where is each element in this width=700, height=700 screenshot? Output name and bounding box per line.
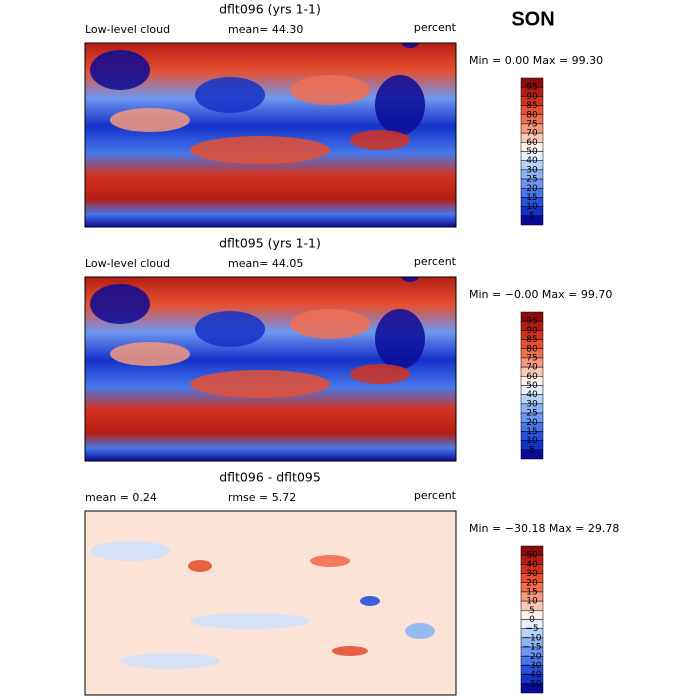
colorbar-label: 95	[526, 317, 537, 327]
colorbar-label: 20	[526, 578, 538, 588]
panel-left-label: mean = 0.24	[85, 491, 157, 504]
colorbar-label: 90	[526, 326, 538, 336]
colorbar-label: 80	[526, 344, 538, 354]
map-frame	[84, 276, 457, 462]
map	[85, 43, 456, 227]
colorbar-label: 75	[526, 353, 537, 363]
colorbar-label: 30	[526, 399, 538, 409]
panel-minmax: Min = −30.18 Max = 29.78	[469, 522, 619, 535]
colorbar-label: −50	[523, 679, 542, 689]
colorbar-label: 50	[526, 147, 538, 157]
panel-title: dflt096 (yrs 1-1)	[219, 2, 321, 17]
panel-minmax: Min = −0.00 Max = 99.70	[469, 288, 612, 301]
colorbar-label: −30	[523, 661, 542, 671]
colorbar-label: 40	[526, 390, 538, 400]
colorbar-label: 30	[526, 165, 538, 175]
map-blob	[350, 130, 410, 150]
colorbar-label: −20	[523, 652, 542, 662]
map-blob	[375, 309, 425, 369]
colorbar-label: 5	[529, 606, 535, 616]
colorbar-label: 70	[526, 129, 538, 139]
map	[85, 277, 456, 461]
map-blob	[332, 646, 368, 656]
map-blob	[110, 108, 190, 132]
panel-left-label: Low-level cloud	[85, 23, 170, 36]
colorbar-label: 15	[526, 587, 537, 597]
map-blob	[90, 541, 170, 561]
colorbar-label: 40	[526, 560, 538, 570]
colorbar-label: 80	[526, 110, 538, 120]
map-blob	[195, 311, 265, 347]
map-blob	[405, 623, 435, 639]
colorbar-label: −10	[523, 633, 542, 643]
colorbar-label: 10	[526, 436, 538, 446]
map-blob	[290, 75, 370, 105]
map	[85, 511, 456, 695]
colorbar-label: 70	[526, 363, 538, 373]
map-blob	[120, 653, 220, 669]
panel-title: dflt095 (yrs 1-1)	[219, 236, 321, 251]
colorbar-label: 85	[526, 101, 537, 111]
colorbar-label: 0	[529, 615, 535, 625]
panel-left-label: Low-level cloud	[85, 257, 170, 270]
map-blob	[90, 50, 150, 90]
colorbar-label: 95	[526, 83, 537, 93]
colorbar-label: 10	[526, 597, 538, 607]
colorbar-label: 15	[526, 193, 537, 203]
map-frame	[84, 510, 457, 696]
colorbar-label: 15	[526, 427, 537, 437]
colorbar-box	[520, 683, 544, 694]
panel-middle-label: mean= 44.05	[228, 257, 303, 270]
colorbar-label: 30	[526, 569, 538, 579]
map-blob	[195, 77, 265, 113]
colorbar-label: 90	[526, 92, 538, 102]
colorbar-label: 5	[529, 445, 535, 455]
map-blob	[350, 364, 410, 384]
map-blob	[290, 309, 370, 339]
colorbar-label: 10	[526, 202, 538, 212]
map-blob	[400, 43, 420, 48]
map-blob	[400, 277, 420, 282]
map-blob	[110, 342, 190, 366]
colorbar-box	[520, 449, 544, 460]
colorbar-label: 50	[526, 381, 538, 391]
colorbar-box	[520, 215, 544, 226]
colorbar-label: 60	[526, 372, 538, 382]
colorbar-label: 20	[526, 418, 538, 428]
season-title: SON	[511, 8, 554, 30]
colorbar-label: −15	[523, 643, 542, 653]
colorbar-label: 50	[526, 551, 538, 561]
map-blob	[188, 560, 212, 572]
panel-minmax: Min = 0.00 Max = 99.30	[469, 54, 603, 67]
map-frame	[84, 42, 457, 228]
panel-units: percent	[414, 255, 457, 268]
panel-middle-label: mean= 44.30	[228, 23, 303, 36]
colorbar-label: 20	[526, 184, 538, 194]
panel-title: dflt096 - dflt095	[219, 470, 321, 485]
map-blob	[375, 75, 425, 135]
colorbar-label: 40	[526, 156, 538, 166]
panel-units: percent	[414, 489, 457, 502]
colorbar-label: 25	[526, 175, 537, 185]
colorbar-label: 60	[526, 138, 538, 148]
colorbar-label: −5	[525, 624, 538, 634]
map-blob	[190, 370, 330, 398]
colorbar-label: 75	[526, 119, 537, 129]
map-blob	[90, 284, 150, 324]
map-blob	[310, 555, 350, 567]
colorbar-label: −40	[523, 670, 542, 680]
colorbar-label: 25	[526, 409, 537, 419]
colorbar-label: 5	[529, 211, 535, 221]
map-blob	[360, 596, 380, 606]
panel-middle-label: rmse = 5.72	[228, 491, 296, 504]
colorbar-label: 85	[526, 335, 537, 345]
map-blob	[190, 136, 330, 164]
map-blob	[190, 613, 310, 629]
panel-units: percent	[414, 21, 457, 34]
